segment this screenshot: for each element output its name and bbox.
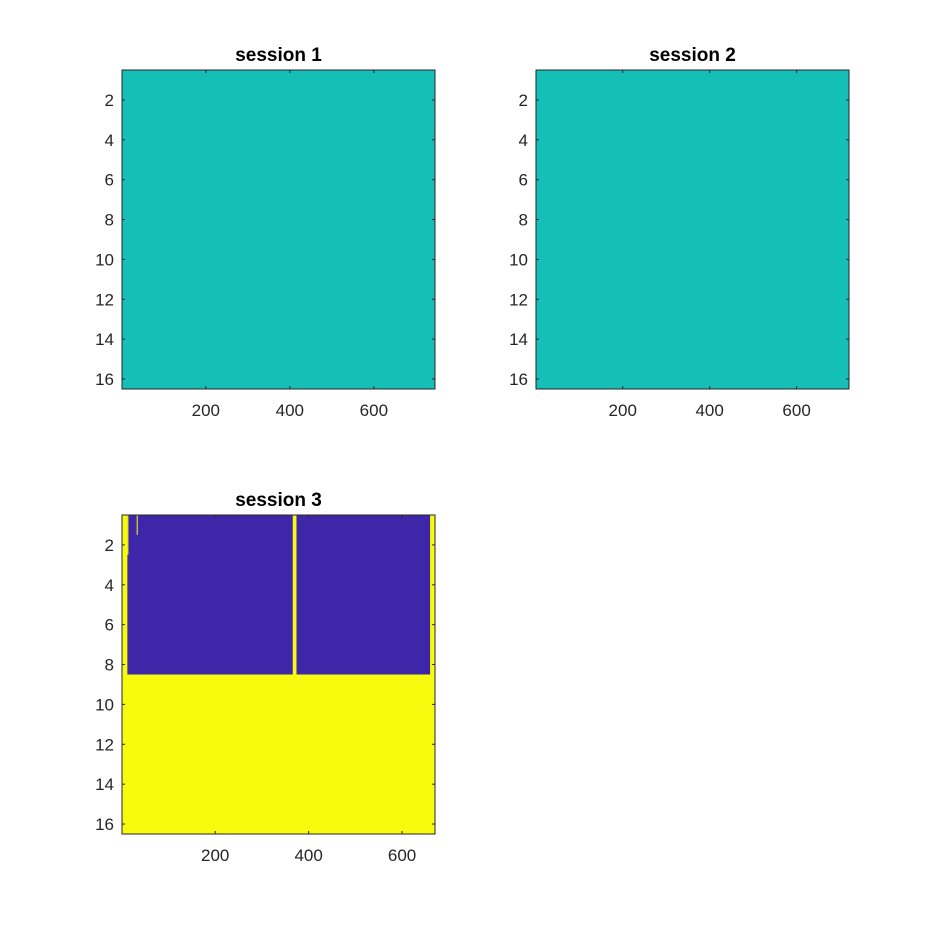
x-tick-label: 600 — [388, 846, 416, 865]
y-tick-label: 12 — [509, 290, 528, 309]
heatmap-cells — [122, 70, 435, 389]
y-ticks: 2 4 6 8 10 12 14 16 — [509, 91, 849, 389]
y-tick-label: 2 — [105, 91, 114, 110]
x-tick-label: 200 — [201, 846, 229, 865]
y-tick-label: 10 — [95, 695, 114, 714]
x-ticks: 200 400 600 — [201, 515, 416, 865]
y-tick-label: 12 — [95, 290, 114, 309]
heatmap-region-high — [127, 515, 129, 555]
heatmap-region-high — [431, 515, 433, 675]
y-tick-label: 14 — [509, 330, 528, 349]
y-tick-label: 4 — [519, 131, 528, 150]
x-ticks: 200 400 600 — [192, 70, 388, 420]
axes-box — [121, 69, 436, 390]
y-tick-label: 16 — [95, 370, 114, 389]
y-ticks: 2 4 6 8 10 12 14 16 — [95, 536, 435, 834]
y-tick-label: 6 — [105, 171, 114, 190]
x-tick-label: 200 — [609, 401, 637, 420]
x-tick-label: 200 — [192, 401, 220, 420]
subplot-title: session 1 — [235, 45, 322, 66]
x-tick-label: 400 — [276, 401, 304, 420]
heatmap-cells — [122, 515, 435, 834]
y-tick-label: 4 — [105, 576, 114, 595]
y-tick-label: 14 — [95, 775, 114, 794]
y-tick-label: 16 — [95, 815, 114, 834]
y-tick-label: 8 — [105, 211, 114, 230]
y-tick-label: 2 — [105, 536, 114, 555]
heatmap-background — [536, 70, 849, 389]
subplot-title: session 2 — [649, 45, 736, 66]
y-tick-label: 6 — [105, 616, 114, 635]
y-tick-label: 10 — [95, 250, 114, 269]
y-ticks: 2 4 6 8 10 12 14 16 — [95, 91, 435, 389]
axes-box — [121, 514, 436, 835]
x-ticks: 200 400 600 — [609, 70, 811, 420]
subplot-session-2: session 2 2 4 6 8 10 12 14 16 200 400 600 — [509, 45, 850, 420]
x-tick-label: 600 — [360, 401, 388, 420]
y-tick-label: 12 — [95, 735, 114, 754]
subplot-session-1: session 1 2 4 6 8 10 12 14 16 200 400 600 — [95, 45, 436, 420]
subplot-title: session 3 — [235, 490, 322, 511]
subplot-session-3: session 3 2 4 6 8 10 12 14 16 200 400 600 — [95, 490, 436, 865]
axes-box — [535, 69, 850, 390]
y-tick-label: 8 — [105, 656, 114, 675]
heatmap-region-high — [136, 515, 138, 535]
y-tick-label: 4 — [105, 131, 114, 150]
heatmap-region-low — [127, 515, 293, 675]
y-tick-label: 14 — [95, 330, 114, 349]
heatmap-region-low — [296, 515, 431, 675]
y-tick-label: 6 — [519, 171, 528, 190]
y-tick-label: 10 — [509, 250, 528, 269]
y-tick-label: 8 — [519, 211, 528, 230]
x-tick-label: 400 — [695, 401, 723, 420]
y-tick-label: 2 — [519, 91, 528, 110]
y-tick-label: 16 — [509, 370, 528, 389]
heatmap-background — [122, 70, 435, 389]
heatmap-cells — [536, 70, 849, 389]
x-tick-label: 600 — [782, 401, 810, 420]
x-tick-label: 400 — [294, 846, 322, 865]
